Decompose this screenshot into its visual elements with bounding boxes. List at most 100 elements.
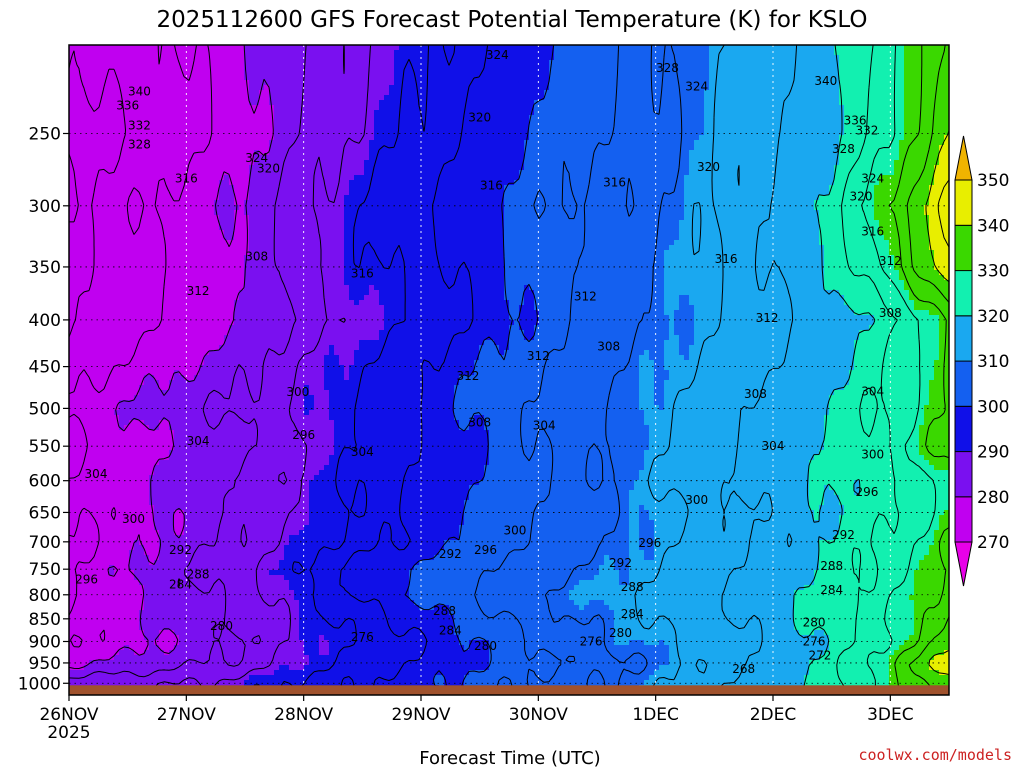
- contour-fill-cell: [169, 110, 175, 116]
- contour-fill-cell: [559, 135, 565, 141]
- contour-fill-cell: [599, 60, 605, 66]
- contour-fill-cell: [734, 55, 740, 61]
- contour-fill-cell: [124, 90, 130, 96]
- contour-fill-cell: [739, 155, 745, 161]
- contour-fill-cell: [749, 100, 755, 106]
- contour-fill-cell: [419, 140, 425, 146]
- contour-fill-cell: [744, 165, 750, 171]
- contour-fill-cell: [429, 50, 435, 56]
- contour-fill-cell: [294, 60, 300, 66]
- contour-fill-cell: [509, 135, 515, 141]
- contour-fill-cell: [599, 180, 605, 186]
- contour-fill-cell: [589, 170, 595, 176]
- contour-fill-cell: [224, 55, 230, 61]
- contour-fill-cell: [324, 65, 330, 71]
- contour-fill-cell: [89, 115, 95, 121]
- contour-fill-cell: [784, 145, 790, 151]
- contour-fill-cell: [899, 140, 905, 146]
- contour-fill-cell: [534, 150, 540, 156]
- contour-fill-cell: [199, 120, 205, 126]
- contour-fill-cell: [469, 60, 475, 66]
- contour-fill-cell: [109, 75, 115, 81]
- contour-fill-cell: [134, 185, 140, 191]
- contour-fill-cell: [119, 65, 125, 71]
- contour-fill-cell: [174, 180, 180, 186]
- contour-fill-cell: [899, 60, 905, 66]
- contour-fill-cell: [669, 70, 675, 76]
- contour-fill-cell: [204, 100, 210, 106]
- contour-fill-cell: [649, 145, 655, 151]
- contour-fill-cell: [754, 165, 760, 171]
- contour-fill-cell: [749, 145, 755, 151]
- contour-fill-cell: [924, 170, 930, 176]
- contour-fill-cell: [724, 160, 730, 166]
- contour-fill-cell: [264, 100, 270, 106]
- contour-fill-cell: [304, 90, 310, 96]
- contour-fill-cell: [324, 45, 330, 51]
- contour-fill-cell: [179, 125, 185, 131]
- contour-fill-cell: [339, 95, 345, 101]
- contour-fill-cell: [719, 70, 725, 76]
- contour-fill-cell: [194, 155, 200, 161]
- contour-fill-cell: [384, 60, 390, 66]
- contour-fill-cell: [919, 160, 925, 166]
- contour-fill-cell: [284, 165, 290, 171]
- contour-fill-cell: [904, 115, 910, 121]
- contour-fill-cell: [449, 105, 455, 111]
- contour-fill-cell: [729, 120, 735, 126]
- contour-fill-cell: [744, 125, 750, 131]
- contour-fill-cell: [259, 90, 265, 96]
- contour-fill-cell: [899, 125, 905, 131]
- contour-fill-cell: [514, 140, 520, 146]
- contour-fill-cell: [324, 130, 330, 136]
- contour-fill-cell: [704, 45, 710, 51]
- contour-fill-cell: [149, 120, 155, 126]
- contour-fill-cell: [769, 70, 775, 76]
- contour-fill-cell: [689, 160, 695, 166]
- contour-fill-cell: [604, 165, 610, 171]
- contour-fill-cell: [904, 175, 910, 181]
- contour-fill-cell: [779, 155, 785, 161]
- contour-fill-cell: [219, 50, 225, 56]
- contour-fill-cell: [534, 55, 540, 61]
- contour-fill-cell: [144, 175, 150, 181]
- contour-fill-cell: [144, 65, 150, 71]
- contour-fill-cell: [854, 110, 860, 116]
- contour-fill-cell: [934, 155, 940, 161]
- contour-fill-cell: [269, 150, 275, 156]
- contour-fill-cell: [334, 55, 340, 61]
- contour-fill-cell: [214, 155, 220, 161]
- contour-fill-cell: [164, 70, 170, 76]
- contour-fill-cell: [444, 80, 450, 86]
- contour-fill-cell: [499, 110, 505, 116]
- contour-fill-cell: [234, 90, 240, 96]
- contour-fill-cell: [184, 115, 190, 121]
- contour-fill-cell: [924, 70, 930, 76]
- contour-fill-cell: [489, 70, 495, 76]
- contour-fill-cell: [674, 90, 680, 96]
- contour-fill-cell: [329, 160, 335, 166]
- contour-fill-cell: [849, 75, 855, 81]
- contour-fill-cell: [799, 150, 805, 156]
- contour-fill-cell: [84, 170, 90, 176]
- contour-fill-cell: [339, 180, 345, 186]
- contour-fill-cell: [934, 165, 940, 171]
- contour-fill-cell: [149, 65, 155, 71]
- contour-fill-cell: [234, 140, 240, 146]
- contour-fill-cell: [104, 150, 110, 156]
- contour-fill-cell: [179, 85, 185, 91]
- contour-fill-cell: [74, 140, 80, 146]
- contour-fill-cell: [944, 150, 949, 156]
- contour-fill-cell: [564, 165, 570, 171]
- contour-fill-cell: [409, 145, 415, 151]
- contour-fill-cell: [359, 80, 365, 86]
- contour-fill-cell: [159, 115, 165, 121]
- contour-fill-cell: [74, 75, 80, 81]
- contour-fill-cell: [164, 145, 170, 151]
- contour-fill-cell: [214, 140, 220, 146]
- contour-fill-cell: [594, 95, 600, 101]
- contour-fill-cell: [869, 105, 875, 111]
- contour-fill-cell: [584, 165, 590, 171]
- contour-fill-cell: [844, 65, 850, 71]
- contour-fill-cell: [409, 95, 415, 101]
